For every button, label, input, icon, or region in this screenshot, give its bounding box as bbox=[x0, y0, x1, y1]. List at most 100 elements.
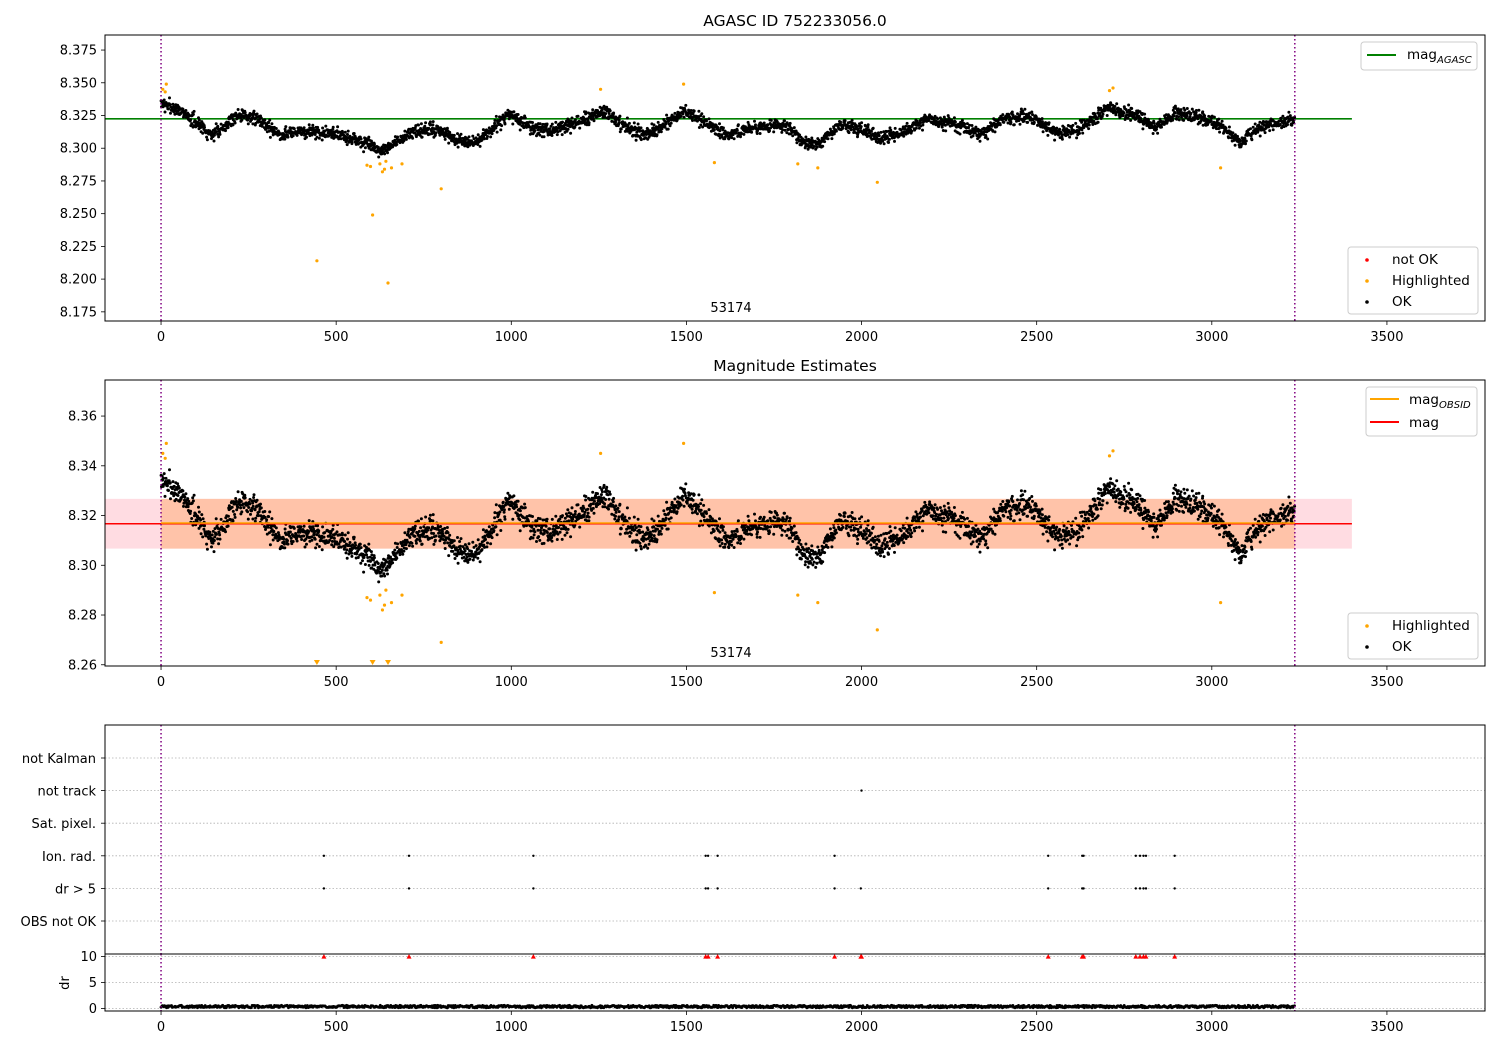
ok-point bbox=[343, 533, 347, 537]
ok-point bbox=[570, 116, 574, 120]
ok-point bbox=[730, 543, 734, 547]
ok-point bbox=[260, 124, 264, 128]
ok-point bbox=[213, 535, 217, 539]
ok-point bbox=[1250, 138, 1254, 142]
ok-point bbox=[485, 545, 489, 549]
ok-point bbox=[459, 544, 462, 548]
ok-point bbox=[414, 541, 418, 545]
ok-point bbox=[815, 145, 819, 149]
ok-point bbox=[636, 517, 640, 521]
ok-point bbox=[682, 504, 686, 508]
ok-point bbox=[330, 134, 334, 138]
ok-point bbox=[428, 513, 432, 517]
ok-point bbox=[1244, 139, 1248, 143]
ok-point bbox=[201, 535, 205, 539]
ok-point bbox=[234, 499, 238, 503]
ok-point bbox=[162, 101, 165, 104]
ok-point bbox=[335, 530, 339, 534]
ok-point bbox=[919, 121, 922, 125]
ok-point bbox=[1060, 137, 1064, 141]
ok-point bbox=[471, 134, 475, 138]
ok-point bbox=[352, 535, 356, 539]
ok-point bbox=[443, 541, 446, 545]
ok-point bbox=[339, 137, 343, 141]
ok-point bbox=[679, 503, 683, 507]
ok-point bbox=[617, 510, 621, 514]
ok-point bbox=[656, 527, 659, 531]
ok-point bbox=[665, 113, 669, 117]
ok-point bbox=[162, 472, 166, 476]
ok-point bbox=[445, 126, 449, 130]
ok-point bbox=[589, 114, 593, 118]
ok-point bbox=[1182, 118, 1186, 122]
ok-point bbox=[629, 531, 633, 535]
ok-point bbox=[753, 119, 756, 123]
ok-point bbox=[316, 524, 320, 528]
ok-point bbox=[732, 137, 736, 141]
ok-point bbox=[315, 542, 319, 546]
ok-point bbox=[246, 510, 250, 514]
ok-point bbox=[236, 108, 240, 111]
ok-point bbox=[785, 131, 789, 135]
ok-point bbox=[419, 122, 423, 126]
ok-point bbox=[354, 543, 357, 547]
ok-point bbox=[246, 118, 250, 122]
ok-point bbox=[231, 509, 235, 513]
ok-point bbox=[494, 114, 498, 118]
ok-point bbox=[682, 115, 686, 119]
ok-point bbox=[359, 137, 363, 141]
ok-point bbox=[202, 527, 206, 531]
ok-point bbox=[286, 539, 289, 543]
ok-point bbox=[623, 515, 627, 519]
ok-point bbox=[766, 123, 770, 127]
ok-point bbox=[792, 126, 796, 130]
ok-point bbox=[311, 123, 315, 127]
ok-point bbox=[324, 124, 328, 128]
ok-point bbox=[489, 135, 493, 139]
ok-point bbox=[295, 133, 299, 137]
ok-point bbox=[786, 127, 790, 131]
ok-point bbox=[552, 524, 556, 528]
ok-point bbox=[1155, 127, 1158, 131]
ok-point bbox=[1173, 111, 1177, 115]
ok-point bbox=[549, 124, 553, 128]
ok-point bbox=[773, 121, 777, 125]
ok-point bbox=[663, 125, 667, 129]
ok-point bbox=[336, 125, 340, 129]
ok-point bbox=[952, 116, 956, 120]
ok-point bbox=[249, 512, 252, 516]
ok-point bbox=[692, 493, 696, 497]
ok-point bbox=[413, 524, 417, 528]
ok-point bbox=[476, 143, 480, 146]
ok-point bbox=[417, 519, 420, 523]
ok-point bbox=[563, 533, 567, 537]
ok-point bbox=[493, 119, 497, 122]
ok-point bbox=[849, 128, 853, 132]
ok-point bbox=[383, 152, 387, 156]
ok-point bbox=[190, 517, 194, 520]
ok-point bbox=[573, 512, 577, 516]
ok-point bbox=[313, 133, 317, 136]
ok-point bbox=[215, 532, 218, 536]
ok-point bbox=[1012, 123, 1016, 127]
ok-point bbox=[699, 519, 703, 523]
ok-point bbox=[254, 516, 258, 520]
ok-point bbox=[772, 130, 776, 134]
ok-point bbox=[162, 98, 166, 102]
ok-point bbox=[656, 120, 660, 124]
legend-label-main: mag bbox=[1407, 47, 1437, 63]
ok-point bbox=[443, 127, 447, 131]
ok-point bbox=[197, 510, 201, 514]
ok-point bbox=[718, 530, 722, 534]
ok-point bbox=[218, 533, 222, 537]
ok-point bbox=[608, 492, 612, 496]
ok-point bbox=[456, 561, 460, 565]
ok-point bbox=[292, 127, 296, 131]
ok-point bbox=[495, 533, 499, 537]
ok-point bbox=[459, 537, 463, 541]
ok-point bbox=[998, 123, 1002, 127]
ok-point bbox=[243, 493, 247, 497]
ok-point bbox=[1190, 107, 1194, 111]
ok-point bbox=[248, 502, 252, 506]
